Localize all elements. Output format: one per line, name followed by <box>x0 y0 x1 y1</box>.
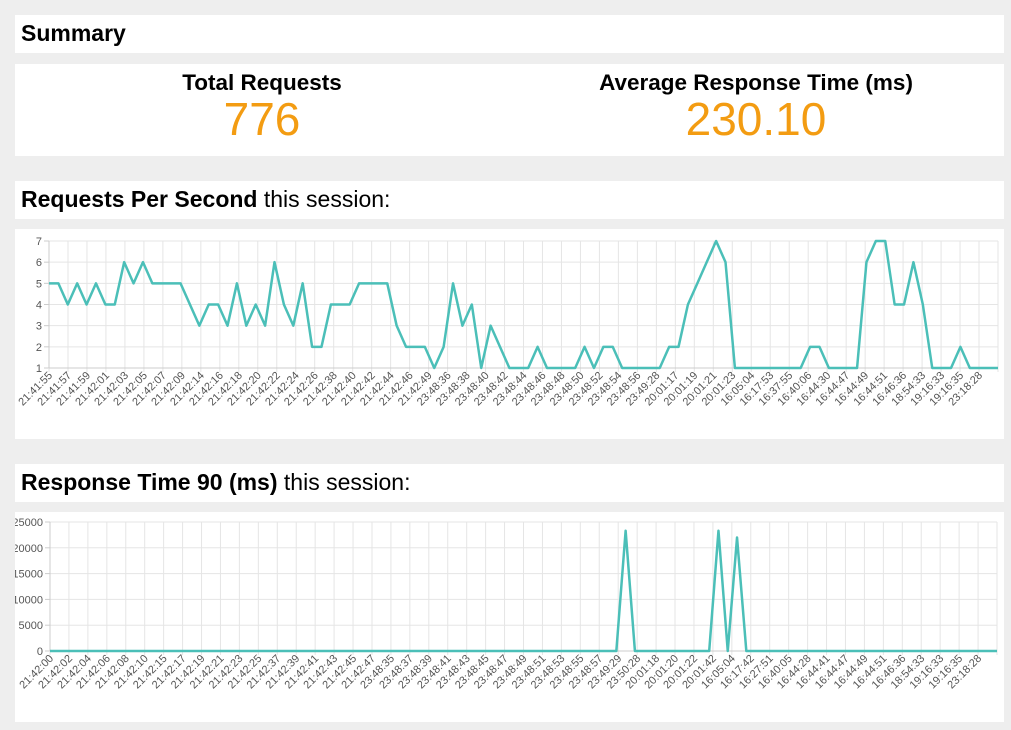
rps-title-rest: this session: <box>257 186 391 212</box>
rps-chart-panel: 1 2 3 4 5 6 7 21:41:55 21:41:57 21:41:59 21:42:01 2… <box>15 229 1004 439</box>
rt-title: Response Time 90 (ms) this session: <box>15 464 1004 500</box>
rps-chart: 123456721:41:5521:41:5721:41:5921:42:012… <box>16 236 999 408</box>
rt-header: Response Time 90 (ms) this session: <box>15 464 1004 502</box>
rps-title-bold: Requests Per Second <box>21 186 258 212</box>
avg-response-time-value: 230.10 <box>685 93 827 145</box>
total-requests-value: 776 <box>223 93 301 145</box>
y-tick-label: 4 <box>36 300 42 312</box>
summary-header: Summary <box>15 15 1004 53</box>
total-requests-stat: Total Requests 776 <box>15 64 509 143</box>
rt-chart-panel: 0 5000 10000 15000 20000 25000 21:42:00 21:42:0… <box>12 512 1004 722</box>
y-tick-label: 7 <box>36 236 42 248</box>
series-line <box>50 529 997 653</box>
y-tick-label: 25000 <box>15 517 43 529</box>
y-tick-label: 20000 <box>15 543 43 555</box>
rps-header: Requests Per Second this session: <box>15 181 1004 219</box>
total-requests-label: Total Requests <box>182 70 342 95</box>
y-tick-label: 0 <box>37 646 43 658</box>
avg-response-time-stat: Average Response Time (ms) 230.10 <box>509 64 1003 143</box>
rps-title: Requests Per Second this session: <box>15 181 1004 217</box>
y-tick-label: 6 <box>36 257 42 269</box>
y-tick-label: 5 <box>36 278 42 290</box>
y-tick-label: 15000 <box>15 569 43 581</box>
grid <box>44 240 999 372</box>
avg-response-time-label: Average Response Time (ms) <box>599 70 913 95</box>
y-tick-label: 10000 <box>15 594 43 606</box>
y-tick-label: 2 <box>36 342 42 354</box>
y-tick-label: 5000 <box>19 620 43 632</box>
y-tick-label: 1 <box>36 363 42 375</box>
summary-stats-panel: Total Requests 776 Average Response Time… <box>15 64 1004 156</box>
series-line <box>49 239 998 370</box>
grid <box>45 521 998 655</box>
summary-title: Summary <box>21 20 126 46</box>
rt-title-bold: Response Time 90 (ms) <box>21 469 278 495</box>
rt-chart: 050001000015000200002500021:42:0021:42:0… <box>12 517 998 691</box>
rt-title-rest: this session: <box>277 469 411 495</box>
y-tick-label: 3 <box>36 321 42 333</box>
